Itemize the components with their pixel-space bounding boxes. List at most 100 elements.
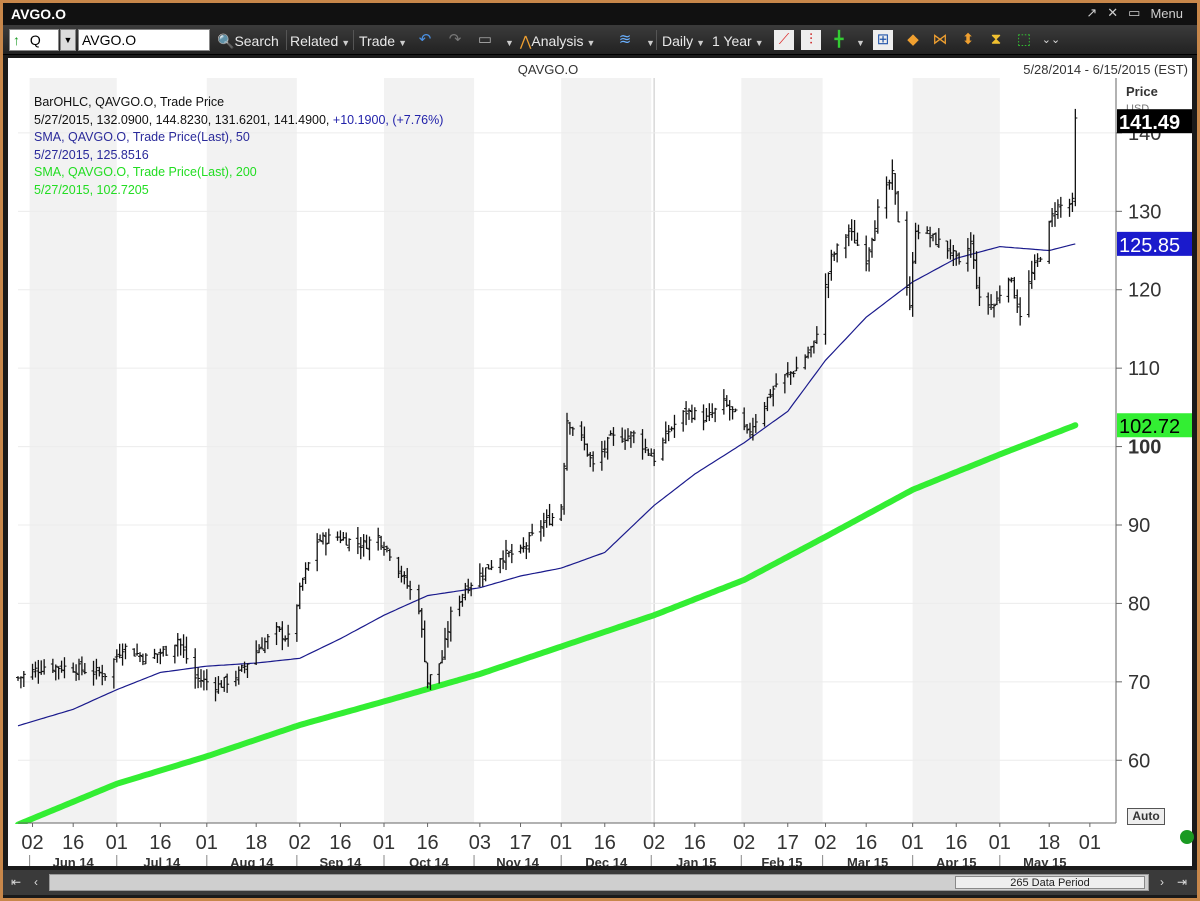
ohlc-bar [591, 451, 596, 472]
ohlc-bar [974, 251, 979, 290]
ohlc-bar [904, 211, 909, 296]
ohlc-bar [303, 562, 308, 584]
ohlc-bar [445, 621, 450, 648]
ohlc-bar [997, 285, 1002, 304]
ohlc-bar [181, 634, 186, 658]
price-tag-label: 141.49 [1119, 112, 1180, 134]
scroll-start-button[interactable]: ⇤ [10, 875, 22, 889]
zoom-out-icon[interactable]: ⬍ [961, 31, 975, 48]
month-label: Jul 14 [143, 855, 181, 866]
restore-icon[interactable]: ▭ [1128, 5, 1141, 20]
month-label: Nov 14 [496, 855, 539, 866]
line-chart-icon[interactable]: ⟋ [774, 30, 794, 50]
analysis-menu[interactable]: ▼ ⋀Analysis ▼ [505, 33, 596, 49]
close-icon[interactable]: ✕ [1107, 5, 1119, 20]
ohlc-bar [1070, 192, 1075, 213]
ohlc-bar [509, 543, 514, 564]
ohlc-bar [21, 670, 26, 687]
search-button[interactable]: 🔍Search [217, 33, 279, 49]
related-menu[interactable]: Related ▼ [290, 33, 351, 49]
ohlc-bar [59, 660, 64, 673]
ohlc-bar [791, 371, 796, 378]
ohlc-bar [611, 427, 616, 446]
wave-dropdown[interactable]: ▼ [646, 38, 655, 48]
ohlc-bar [387, 548, 392, 561]
ohlc-bar [849, 219, 854, 241]
mode-dropdown-button[interactable]: ▼ [60, 29, 76, 51]
select-icon[interactable]: ⬚ [1016, 31, 1032, 48]
crosshair-icon[interactable]: ╋ [834, 31, 844, 48]
ohlc-bar [143, 653, 148, 665]
ohlc-bar [748, 422, 752, 438]
ohlc-bar [968, 232, 973, 258]
ohlc-bar [646, 448, 651, 457]
ohlc-bar [239, 664, 244, 672]
more-icon[interactable]: ⌄⌄ [1041, 34, 1061, 46]
range-menu[interactable]: 1 Year ▼ [712, 33, 764, 49]
ohlc-bar [323, 532, 328, 556]
fit-icon[interactable]: ⧗ [990, 31, 1002, 48]
crosshair-dropdown[interactable]: ▼ [856, 38, 865, 48]
chart-window[interactable]: Price USD 60 70 80 90 100 110 120 130 140 141.49 125… [8, 58, 1194, 866]
ohlc-bar [928, 226, 933, 248]
wave-icon[interactable]: ≋ [618, 31, 632, 48]
ohlc-bar [1058, 196, 1063, 218]
ohlc-bar [913, 222, 918, 264]
auto-scale-button[interactable]: Auto [1127, 808, 1165, 825]
ohlc-bar [811, 340, 816, 354]
redo-icon[interactable]: ↷ [448, 31, 462, 48]
ohlc-bar [382, 541, 386, 556]
ohlc-bar [832, 251, 837, 261]
y-tick-label: 90 [1128, 515, 1150, 537]
ohlc-bar [16, 676, 20, 681]
y-tick-label: 60 [1128, 750, 1150, 772]
scroll-bar: ⇤ ‹ 265 Data Period › ⇥ [3, 870, 1197, 895]
ohlc-bar [785, 362, 790, 378]
month-label: Mar 15 [847, 855, 888, 866]
symbol-input[interactable]: AVGO.O [78, 29, 210, 51]
ohlc-bar [643, 438, 648, 454]
ohlc-bar [652, 449, 657, 467]
scroll-end-button[interactable]: ⇥ [1176, 875, 1188, 889]
folder-icon[interactable]: ▭ [477, 31, 493, 48]
trade-menu[interactable]: Trade ▼ [359, 33, 407, 49]
ohlc-bar [480, 567, 485, 587]
ohlc-bar [957, 252, 962, 265]
ohlc-bar [823, 273, 828, 345]
ohlc-bar [721, 389, 726, 415]
ohlc-bar [794, 356, 799, 372]
ohlc-bar [896, 190, 901, 223]
price-chart[interactable]: PriceUSD60708090100110120130140141.49125… [8, 58, 1192, 866]
pan-left-right-icon[interactable]: ◆ [907, 31, 919, 48]
ohlc-bar [570, 426, 575, 436]
sma200-line [15, 422, 1079, 828]
ohlc-bar [954, 250, 959, 266]
y-tick-label: 70 [1128, 672, 1150, 694]
ohlc-bar [628, 431, 633, 448]
expand-icon[interactable]: ↗ [1086, 5, 1098, 20]
mode-selector[interactable]: ↑ Q [9, 29, 59, 51]
ohlc-bar [1018, 297, 1023, 326]
y-tick-label: 100 [1128, 437, 1161, 459]
scroll-track[interactable]: 265 Data Period [49, 874, 1149, 891]
y-tick-label: 110 [1128, 358, 1160, 380]
ohlc-bar [692, 407, 697, 421]
undo-icon[interactable]: ↶ [418, 31, 432, 48]
add-chart-icon[interactable]: ⊞ [873, 30, 893, 50]
zoom-in-icon[interactable]: ⋈ [932, 31, 948, 48]
scroll-right-button[interactable]: › [1160, 875, 1164, 889]
ohlc-bar [753, 414, 758, 433]
ohlc-bar [689, 404, 694, 423]
ohlc-bar [585, 443, 590, 457]
ohlc-bar [565, 412, 569, 471]
menu-button[interactable]: Menu [1150, 5, 1183, 21]
ohlc-bar [469, 582, 474, 597]
mode-letter: Q [29, 32, 41, 48]
legend-sma50-label: SMA, QAVGO.O, Trade Price(Last), 50 [34, 130, 250, 145]
interval-menu[interactable]: Daily ▼ [662, 33, 706, 49]
scroll-left-button[interactable]: ‹ [34, 875, 38, 889]
ohlc-bar [117, 643, 122, 659]
candle-chart-icon[interactable]: ⫶ [801, 30, 821, 50]
ohlc-bar [196, 667, 201, 689]
scroll-thumb[interactable]: 265 Data Period [955, 876, 1145, 889]
